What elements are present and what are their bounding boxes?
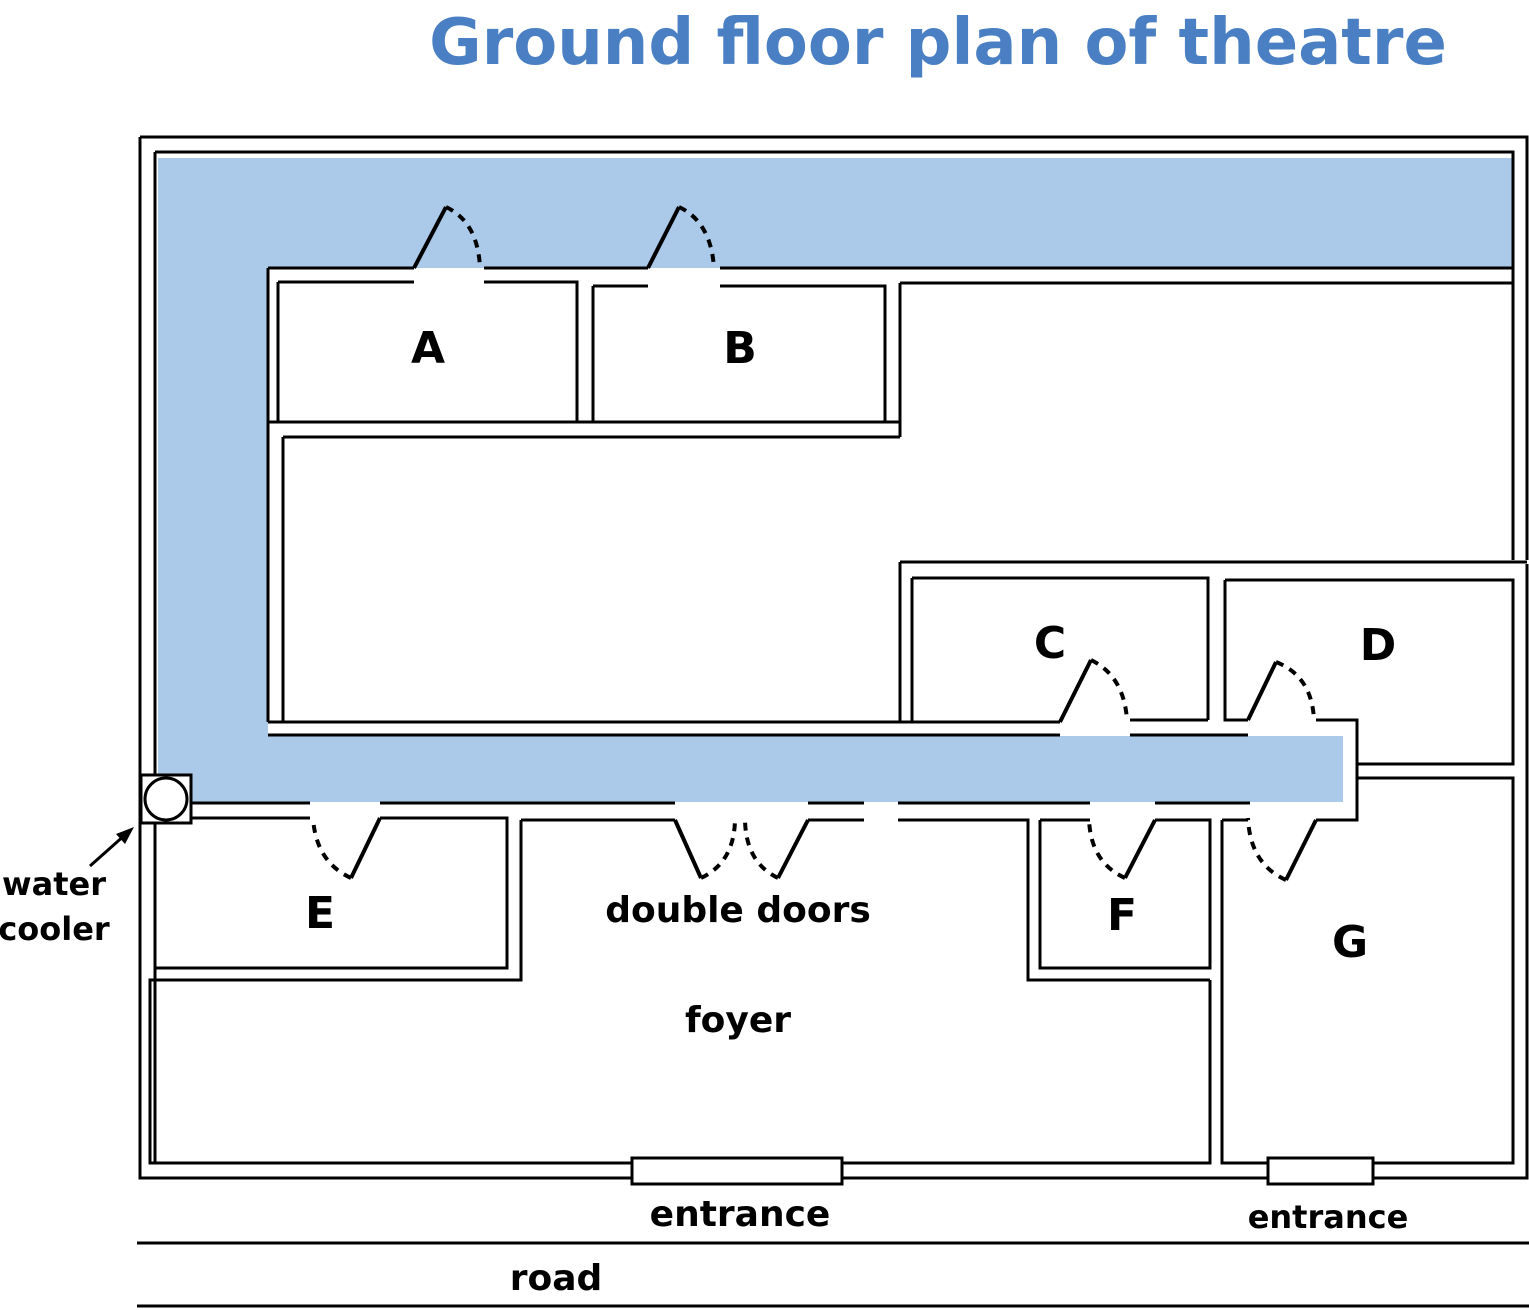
room-label-g: G [1332, 917, 1368, 968]
side-entrance[interactable] [1266, 1156, 1375, 1186]
lower-rooms-block [148, 801, 1357, 1165]
rooms-cd-block [898, 560, 1527, 1165]
road-label: road [510, 1258, 603, 1299]
main-entrance-label: entrance [650, 1194, 831, 1235]
room-label-d: D [1360, 620, 1397, 671]
water-cooler-icon [139, 773, 193, 825]
water-cooler-label-line2: cooler [0, 910, 110, 948]
rooms-ab-block [266, 266, 1513, 722]
room-label-f: F [1107, 890, 1137, 941]
page-title: Ground floor plan of theatre [429, 6, 1447, 80]
corridor-inner-wall [268, 718, 1359, 822]
door-g[interactable] [1246, 817, 1318, 882]
main-entrance[interactable] [630, 1156, 844, 1186]
arrow-icon [89, 827, 134, 868]
outer-wall [138, 135, 1529, 1180]
double-doors[interactable] [673, 817, 810, 880]
foyer-label: foyer [685, 1000, 791, 1041]
double-doors-label: double doors [605, 890, 871, 931]
door-f[interactable] [1087, 817, 1157, 880]
door-e[interactable] [311, 817, 382, 880]
door-b[interactable] [646, 205, 716, 269]
door-a[interactable] [412, 205, 482, 269]
corridor [158, 158, 1513, 802]
door-c[interactable] [1058, 658, 1129, 723]
room-label-a: A [411, 323, 445, 374]
side-entrance-label: entrance [1248, 1198, 1409, 1236]
room-label-e: E [305, 888, 335, 939]
door-d[interactable] [1246, 660, 1316, 721]
water-cooler-label-line1: water [2, 865, 106, 903]
room-label-c: C [1034, 618, 1066, 669]
room-label-b: B [723, 323, 757, 374]
